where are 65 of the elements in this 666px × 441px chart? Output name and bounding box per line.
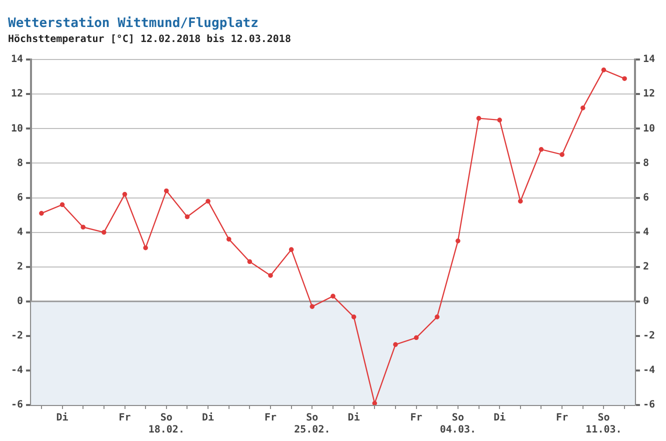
- y-tick-label: 0: [17, 296, 24, 307]
- y-tick-label: 8: [17, 158, 24, 169]
- point: [102, 230, 106, 235]
- x-tick-label: So 11.03.: [586, 412, 622, 436]
- y2-tick-label: 14: [642, 54, 656, 66]
- point: [476, 116, 482, 121]
- point: [288, 247, 294, 252]
- y2-tick-label: 4: [642, 226, 649, 238]
- point: [393, 342, 398, 347]
- y-tick-label: 10: [10, 123, 24, 134]
- point: [434, 314, 440, 320]
- y2-tick-label: -4: [642, 365, 656, 376]
- y-tick-label: 6: [17, 192, 24, 204]
- point: [456, 238, 460, 244]
- chart-title: Wetterstation Wittmund/Flugplatz: [8, 16, 258, 32]
- point: [247, 259, 252, 264]
- y-tick-label: 12: [10, 88, 24, 100]
- point: [184, 214, 190, 220]
- point: [310, 304, 315, 309]
- point: [164, 188, 169, 194]
- point: [330, 294, 336, 299]
- x-tick-label: Fr: [264, 412, 277, 424]
- x-tick-label: So 18.02.: [148, 412, 184, 436]
- x-tick-label: Di: [56, 412, 68, 424]
- y2-tick-label: 0: [642, 296, 649, 307]
- y-tick-label: 2: [17, 261, 24, 272]
- point: [560, 152, 564, 157]
- point: [80, 224, 86, 230]
- point: [372, 400, 378, 405]
- point: [538, 147, 544, 152]
- point: [60, 202, 65, 208]
- y-tick-label: -6: [10, 400, 24, 411]
- point: [39, 210, 44, 216]
- y2-tick-label: -2: [642, 330, 656, 342]
- point: [143, 245, 148, 250]
- y2-tick-label: 10: [642, 123, 656, 134]
- y2-tick-label: 12: [642, 88, 656, 100]
- point: [206, 198, 210, 204]
- y2-tick-label: 8: [642, 158, 649, 169]
- y-tick-label: -2: [10, 330, 24, 342]
- y-tick-label: -4: [10, 365, 24, 376]
- x-tick-label: Di: [202, 412, 214, 424]
- x-tick-label: Di: [348, 412, 360, 424]
- x-tick-label: Fr: [118, 412, 131, 424]
- y-tick-label: 14: [10, 54, 24, 66]
- x-tick-label: Di: [494, 412, 506, 424]
- y-tick-label: 4: [17, 226, 24, 238]
- x-tick-label: So 04.03.: [440, 412, 476, 436]
- point: [414, 335, 419, 340]
- y2-tick-label: 2: [642, 261, 649, 272]
- point: [226, 236, 232, 242]
- x-tick-label: Fr: [410, 412, 422, 424]
- x-tick-label: So 25.02.: [294, 412, 330, 436]
- chart-subtitle: Höchsttemperatur [°C] 12.02.2018 bis 12.03.2018: [8, 33, 291, 46]
- point: [351, 314, 356, 320]
- point: [518, 198, 523, 204]
- point: [601, 68, 606, 72]
- y2-tick-label: 6: [642, 192, 649, 204]
- point: [622, 76, 627, 81]
- y2-tick-label: -6: [642, 400, 656, 411]
- point: [497, 118, 502, 122]
- point: [580, 106, 586, 110]
- point: [268, 273, 273, 278]
- point: [122, 192, 128, 197]
- x-tick-label: Fr: [556, 412, 568, 424]
